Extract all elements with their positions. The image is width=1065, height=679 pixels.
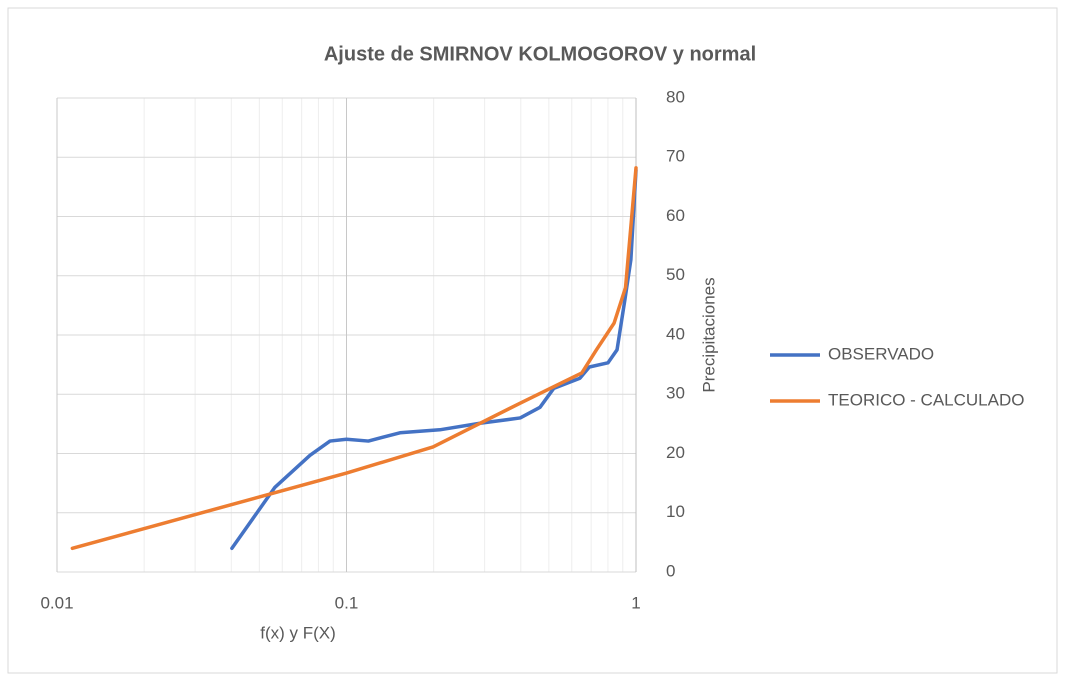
y-tick-label: 10 (666, 502, 685, 521)
chart-title: Ajuste de SMIRNOV KOLMOGOROV y normal (324, 43, 756, 65)
y-tick-label: 0 (666, 561, 675, 580)
legend-label: TEORICO - CALCULADO (828, 390, 1024, 409)
legend-label: OBSERVADO (828, 344, 934, 363)
y-tick-label: 80 (666, 87, 685, 106)
y-tick-label: 40 (666, 324, 685, 343)
series-line (230, 168, 638, 551)
y-tick-label: 30 (666, 384, 685, 403)
x-tick-label: 0.1 (335, 593, 359, 612)
y-tick-label: 50 (666, 265, 685, 284)
x-tick-label: 0.01 (40, 593, 73, 612)
chart-border (7, 7, 1058, 674)
y-tick-label: 70 (666, 147, 685, 166)
x-axis-label: f(x) y F(X) (260, 623, 336, 642)
y-tick-label: 60 (666, 206, 685, 225)
series-line (70, 166, 638, 551)
y-axis-label: Precipitaciones (699, 277, 718, 392)
y-tick-label: 20 (666, 443, 685, 462)
x-tick-label: 1 (631, 593, 640, 612)
